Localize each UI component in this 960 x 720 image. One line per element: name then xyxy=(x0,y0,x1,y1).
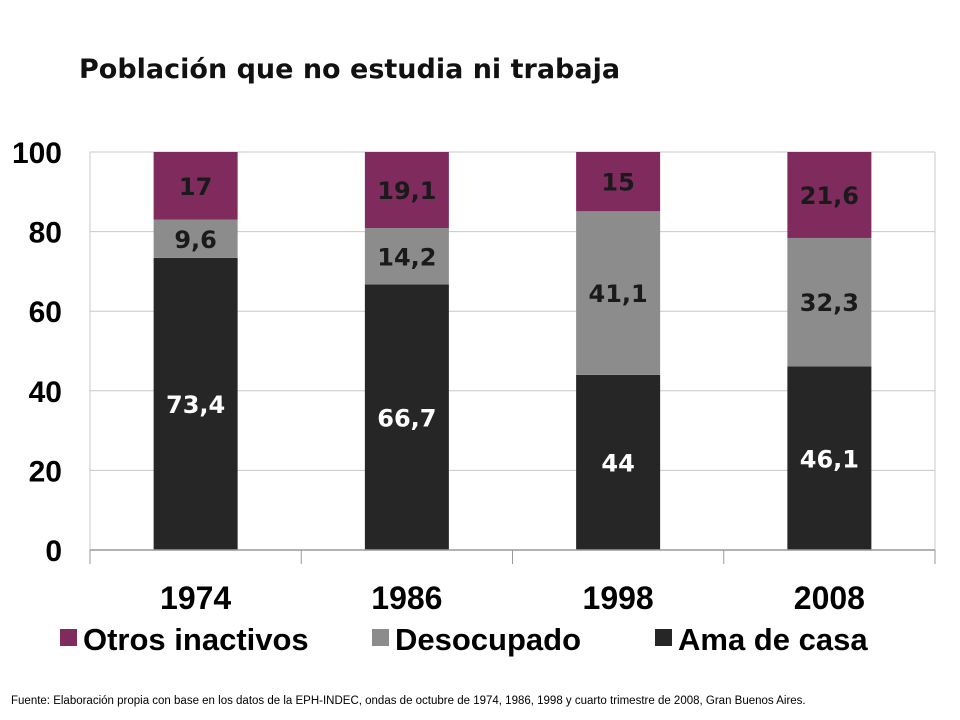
bar-ama-de-casa-1998 xyxy=(576,374,661,550)
bar-ama-de-casa-1986 xyxy=(364,284,449,550)
bars: 73,4 9,6 17 66,7 14,2 19,1 44 41,1 15 46,1 32,3 21,… xyxy=(153,152,872,550)
legend: Otros inactivos Desocupado Ama de casa xyxy=(60,622,868,657)
x-tick-label-1998: 1998 xyxy=(583,580,654,616)
data-label-ama-de-casa-1974: 73,4 xyxy=(166,391,225,419)
legend-label-otros-inactivos: Otros inactivos xyxy=(83,622,309,657)
bar-desocupado-1974 xyxy=(153,219,238,258)
bar-otros-inactivos-1986 xyxy=(364,152,449,229)
bar-ama-de-casa-1974 xyxy=(153,257,238,550)
bar-otros-inactivos-1998 xyxy=(576,152,661,212)
legend-swatch-desocupado xyxy=(372,629,389,646)
legend-swatch-ama-de-casa xyxy=(655,629,672,646)
data-label-desocupado-1986: 14,2 xyxy=(377,243,436,271)
source-footnote: Fuente: Elaboración propia con base en l… xyxy=(11,695,806,707)
y-tick-label-0: 0 xyxy=(45,535,62,568)
x-tick-label-1974: 1974 xyxy=(160,580,231,616)
bar-desocupado-1986 xyxy=(364,228,449,285)
y-tick-label-100: 100 xyxy=(12,137,62,170)
x-tick-label-1986: 1986 xyxy=(371,580,442,616)
data-label-ama-de-casa-2008: 46,1 xyxy=(800,445,859,473)
data-label-otros-inactivos-1998: 15 xyxy=(601,169,634,197)
data-label-desocupado-2008: 32,3 xyxy=(800,289,859,317)
data-label-otros-inactivos-1974: 17 xyxy=(179,173,212,201)
data-label-desocupado-1998: 41,1 xyxy=(589,280,648,308)
data-label-ama-de-casa-1998: 44 xyxy=(601,449,634,477)
legend-swatch-otros-inactivos xyxy=(60,629,77,646)
bar-ama-de-casa-2008 xyxy=(787,366,872,550)
stacked-bar-chart: 73,4 9,6 17 66,7 14,2 19,1 44 41,1 15 46,1 32,3 21,… xyxy=(12,137,936,657)
data-label-desocupado-1974: 9,6 xyxy=(174,226,217,254)
y-tick-label-40: 40 xyxy=(29,376,62,409)
data-label-ama-de-casa-1986: 66,7 xyxy=(377,404,436,432)
bar-desocupado-1998 xyxy=(576,211,661,375)
x-tick-label-2008: 2008 xyxy=(794,580,865,616)
legend-label-desocupado: Desocupado xyxy=(395,622,581,657)
y-tick-label-80: 80 xyxy=(29,217,62,250)
legend-label-ama-de-casa: Ama de casa xyxy=(678,622,868,657)
bar-otros-inactivos-2008 xyxy=(787,152,872,238)
bar-otros-inactivos-1974 xyxy=(153,152,238,220)
data-label-otros-inactivos-1986: 19,1 xyxy=(377,177,436,205)
bar-desocupado-2008 xyxy=(787,237,872,367)
chart-title: Población que no estudia ni trabaja xyxy=(79,54,621,85)
x-axis: 1974 1986 1998 2008 xyxy=(89,549,936,616)
y-tick-label-60: 60 xyxy=(29,296,62,329)
data-label-otros-inactivos-2008: 21,6 xyxy=(800,182,859,210)
y-tick-label-20: 20 xyxy=(29,455,62,488)
y-axis: 0 20 40 60 80 100 xyxy=(12,137,62,568)
